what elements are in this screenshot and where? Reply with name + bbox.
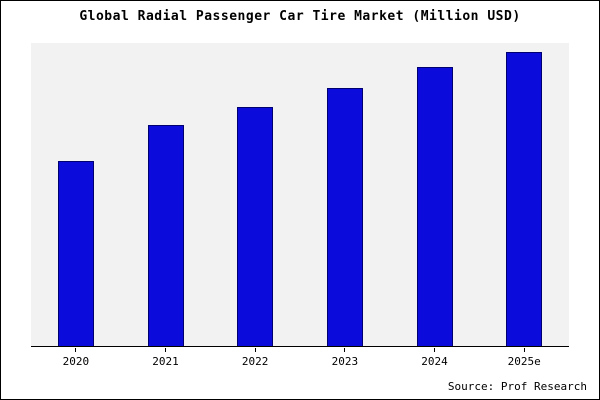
bar-slot-2024 (390, 43, 480, 346)
x-tick-label-2022: 2022 (241, 355, 269, 368)
bar-slot-2021 (121, 43, 211, 346)
bar-2020 (57, 161, 94, 346)
x-tick-label-2020: 2020 (62, 355, 90, 368)
bar-slot-2025e (479, 43, 569, 346)
bar-2024 (416, 67, 453, 346)
plot-area (31, 43, 569, 347)
bar-2023 (326, 88, 363, 346)
x-tick (344, 348, 346, 352)
source-attribution: Source: Prof Research (447, 380, 587, 393)
x-tick-label-2024: 2024 (421, 355, 448, 368)
x-tick (523, 348, 525, 352)
x-tick (254, 348, 256, 352)
bar-2021 (147, 124, 184, 346)
x-slot-2025e: 2025e (479, 348, 569, 372)
x-tick-label-2023: 2023 (331, 355, 359, 368)
x-tick-label-2021: 2021 (152, 355, 179, 368)
x-slot-2023: 2023 (300, 348, 390, 372)
x-tick (75, 348, 77, 352)
bar-slot-2023 (300, 43, 390, 346)
x-slot-2021: 2021 (121, 348, 211, 372)
x-slot-2022: 2022 (210, 348, 300, 372)
bar-slot-2020 (31, 43, 121, 346)
x-slot-2020: 2020 (31, 348, 121, 372)
chart-title: Global Radial Passenger Car Tire Market … (79, 9, 521, 24)
bar-slot-2022 (210, 43, 300, 346)
x-tick-label-2025e: 2025e (507, 355, 541, 368)
x-tick (165, 348, 166, 352)
bar-2022 (237, 106, 274, 346)
bar-2025e (506, 52, 543, 346)
x-slot-2024: 2024 (390, 348, 480, 372)
x-axis-labels: 2020 2021 2022 2023 2024 2025e (31, 348, 569, 372)
x-tick (434, 348, 436, 352)
